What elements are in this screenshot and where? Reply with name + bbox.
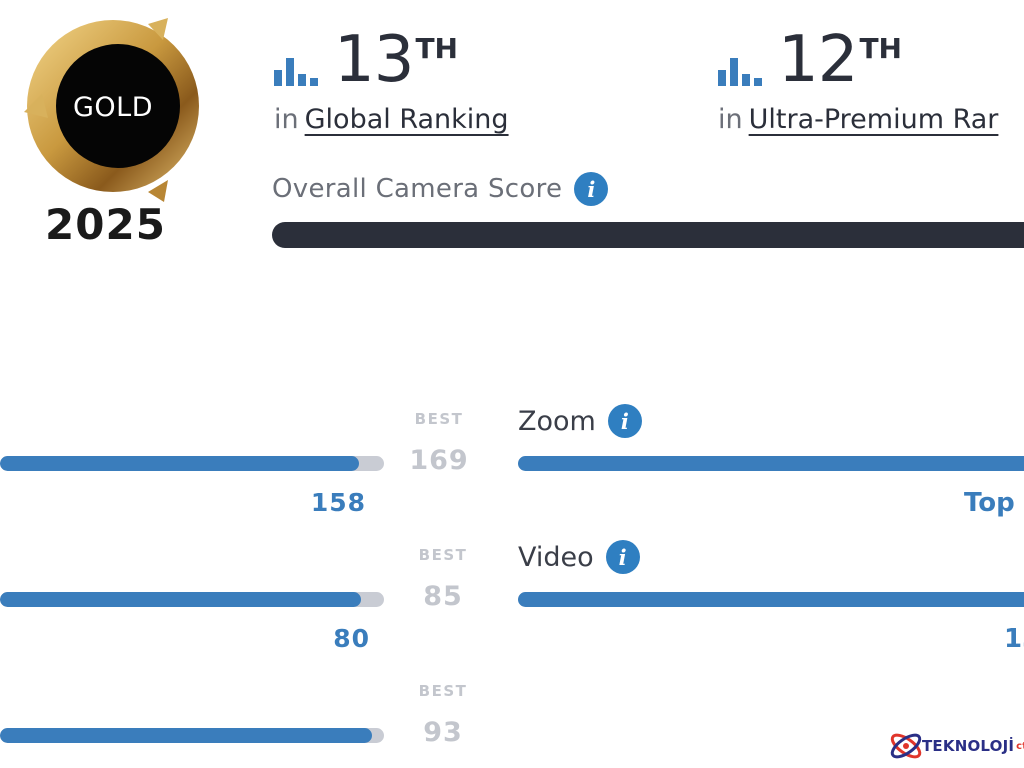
best-label: BEST xyxy=(418,546,468,564)
subscore-bar-fill xyxy=(0,728,373,743)
subscore-bar xyxy=(0,456,384,471)
best-score: 85 xyxy=(423,581,463,612)
category-value: 13 xyxy=(1004,624,1024,654)
subscore-value: 158 xyxy=(310,488,366,517)
global-ranking-link[interactable]: Global Ranking xyxy=(304,104,509,135)
category-bar xyxy=(518,592,1024,607)
best-label: BEST xyxy=(414,410,464,428)
segment-ranking: 12 TH in Ultra-Premium Rar xyxy=(718,24,998,135)
best-score: 169 xyxy=(409,445,469,476)
atom-logo-icon xyxy=(890,733,922,759)
gold-award-badge: GOLD xyxy=(18,14,208,204)
best-score: 93 xyxy=(423,717,463,748)
segment-ranking-link[interactable]: Ultra-Premium Rar xyxy=(748,104,999,135)
segment-rank-suffix: TH xyxy=(859,32,902,65)
watermark-suffix: ct xyxy=(1016,740,1024,752)
category-zoom: Zoom i xyxy=(518,404,642,438)
info-icon[interactable]: i xyxy=(607,404,642,438)
info-icon[interactable]: i xyxy=(574,172,609,206)
category-bar xyxy=(518,456,1024,471)
watermark-text: TEKNOLOJİ xyxy=(922,737,1015,755)
info-icon[interactable]: i xyxy=(605,540,640,574)
category-video: Video i xyxy=(518,540,640,574)
gold-laurel-icon xyxy=(24,18,199,202)
global-rank-prefix: in xyxy=(274,104,299,135)
subscore-bar-fill xyxy=(0,592,362,607)
overall-score-label: Overall Camera Score xyxy=(272,174,563,204)
segment-rank-prefix: in xyxy=(718,104,743,135)
global-ranking: 13 TH in Global Ranking xyxy=(274,24,509,135)
overall-score-bar xyxy=(272,222,1024,248)
global-rank-number: 13 xyxy=(334,23,414,97)
subscore-bar xyxy=(0,728,384,743)
subscore-bar xyxy=(0,592,384,607)
segment-rank-number: 12 xyxy=(778,23,858,97)
bar-chart-icon xyxy=(274,58,318,86)
watermark-logo: TEKNOLOJİ ct xyxy=(886,726,1024,766)
badge-year: 2025 xyxy=(45,200,166,249)
category-value: Top xyxy=(964,488,1015,518)
subscore-value: 80 xyxy=(333,624,370,653)
global-rank-suffix: TH xyxy=(415,32,458,65)
subscore-bar-fill xyxy=(0,456,360,471)
best-label: BEST xyxy=(418,682,468,700)
category-label: Video xyxy=(518,541,594,573)
bar-chart-icon xyxy=(718,58,762,86)
overall-camera-score: Overall Camera Score i xyxy=(272,172,609,206)
category-label: Zoom xyxy=(518,405,596,437)
badge-label: GOLD xyxy=(72,92,153,123)
